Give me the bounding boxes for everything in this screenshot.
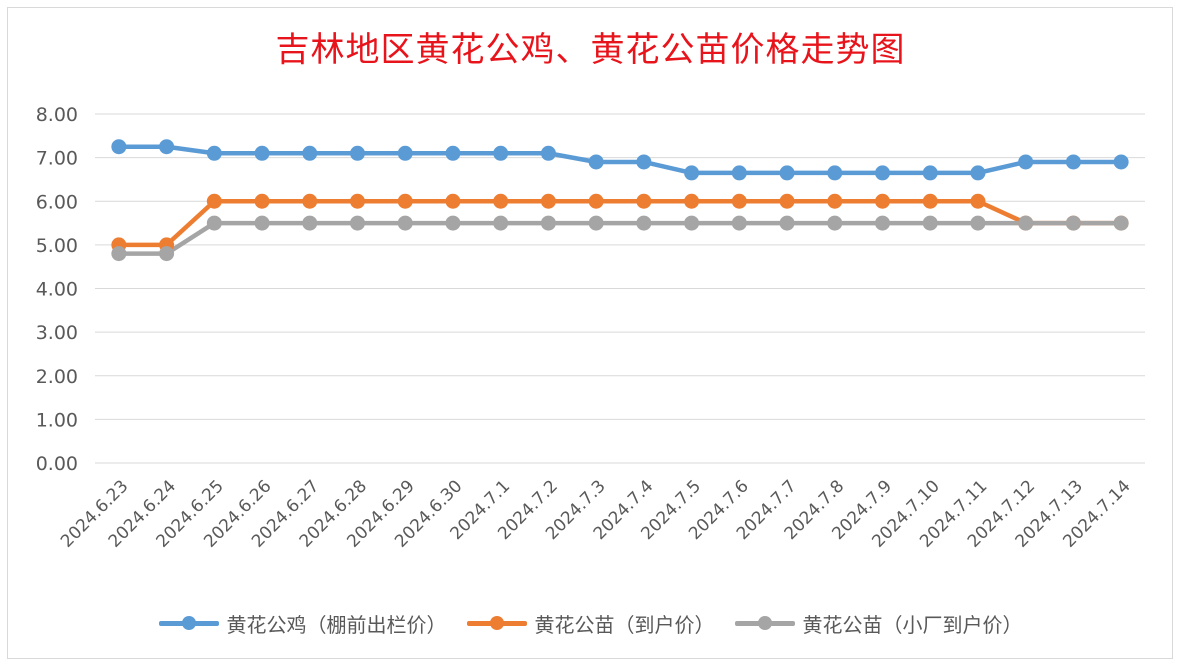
series-2-point-0 [111, 246, 127, 262]
series-0-point-8 [493, 145, 509, 161]
series-line-1 [116, 199, 1124, 248]
series-0-point-5 [350, 145, 365, 161]
series-1-point-7 [445, 193, 461, 209]
series-1-point-9 [540, 193, 556, 209]
chart-frame [7, 7, 1173, 659]
series-2-point-20 [1065, 215, 1081, 231]
series-1-point-3 [254, 193, 270, 209]
series-line-0 [116, 144, 1124, 176]
series-1-point-5 [350, 193, 365, 209]
series-2-point-16 [875, 215, 890, 231]
series-2-point-12 [684, 215, 700, 231]
series-2-point-5 [350, 215, 365, 231]
series-1-point-2 [206, 193, 222, 209]
legend-swatch-0 [158, 616, 219, 630]
series-1-point-14 [779, 193, 795, 209]
series-0-point-17 [922, 165, 938, 181]
y-tick-label-6: 6.00 [36, 191, 78, 213]
series-2-point-10 [588, 215, 604, 231]
series-0-point-10 [588, 154, 604, 170]
series-2-point-9 [540, 215, 556, 231]
series-0-point-13 [731, 165, 747, 181]
y-tick-label-3: 3.00 [36, 322, 78, 344]
y-tick-label-5: 5.00 [36, 235, 78, 257]
legend-swatch-2 [734, 616, 795, 630]
series-2-point-11 [636, 215, 652, 231]
legend-item-series-0: 黄花公鸡（棚前出栏价） [158, 609, 447, 638]
legend-swatch-1 [466, 616, 527, 630]
series-0-point-1 [159, 139, 175, 155]
legend-item-series-2: 黄花公苗（小厂到户价） [734, 609, 1023, 638]
legend-item-series-1: 黄花公苗（到户价） [466, 609, 715, 638]
legend-label-2: 黄花公苗（小厂到户价） [802, 612, 1023, 637]
chart-title: 吉林地区黄花公鸡、黄花公苗价格走势图 [275, 30, 906, 70]
series-1-point-16 [875, 193, 890, 209]
series-0-point-12 [684, 165, 700, 181]
series-0-point-15 [827, 165, 843, 181]
series-1-point-8 [493, 193, 509, 209]
y-tick-label-8: 8.00 [36, 104, 78, 126]
series-0-point-9 [540, 145, 556, 161]
series-1-point-6 [397, 193, 413, 209]
series-2-point-2 [206, 215, 222, 231]
series-0-point-0 [111, 139, 127, 155]
series-0-point-14 [779, 165, 795, 181]
series-2-point-21 [1113, 215, 1129, 231]
series-2-point-7 [445, 215, 461, 231]
chart-legend: 黄花公鸡（棚前出栏价） 黄花公苗（到户价） 黄花公苗（小厂到户价） [0, 606, 1181, 640]
y-tick-label-4: 4.00 [36, 279, 78, 301]
series-0-point-21 [1113, 154, 1129, 170]
series-0-point-16 [875, 165, 890, 181]
series-2-point-19 [1018, 215, 1034, 231]
series-1-point-11 [636, 193, 652, 209]
series-1-point-4 [302, 193, 318, 209]
series-0-point-20 [1065, 154, 1081, 170]
y-tick-label-2: 2.00 [36, 366, 78, 388]
series-0-point-6 [397, 145, 413, 161]
series-1-point-15 [827, 193, 843, 209]
series-0-point-18 [970, 165, 986, 181]
series-2-point-17 [922, 215, 938, 231]
series-2-point-4 [302, 215, 318, 231]
series-1-point-10 [588, 193, 604, 209]
series-0-point-2 [206, 145, 222, 161]
series-2-point-6 [397, 215, 413, 231]
y-tick-label-1: 1.00 [36, 409, 78, 431]
series-2-point-14 [779, 215, 795, 231]
y-tick-label-0: 0.00 [36, 453, 78, 475]
series-2-point-13 [731, 215, 747, 231]
series-1-point-18 [970, 193, 986, 209]
series-2-point-3 [254, 215, 270, 231]
legend-label-1: 黄花公苗（到户价） [534, 612, 715, 637]
series-0-point-3 [254, 145, 270, 161]
series-0-point-11 [636, 154, 652, 170]
series-0-point-19 [1018, 154, 1034, 170]
series-2-point-15 [827, 215, 843, 231]
series-2-point-1 [159, 246, 175, 262]
series-0-point-4 [302, 145, 318, 161]
series-1-point-12 [684, 193, 700, 209]
legend-label-0: 黄花公鸡（棚前出栏价） [226, 612, 447, 637]
series-line-2 [116, 220, 1124, 256]
series-1-point-13 [731, 193, 747, 209]
series-1-point-17 [922, 193, 938, 209]
series-2-point-8 [493, 215, 509, 231]
series-2-point-18 [970, 215, 986, 231]
y-tick-label-7: 7.00 [36, 148, 78, 170]
series-0-point-7 [445, 145, 461, 161]
